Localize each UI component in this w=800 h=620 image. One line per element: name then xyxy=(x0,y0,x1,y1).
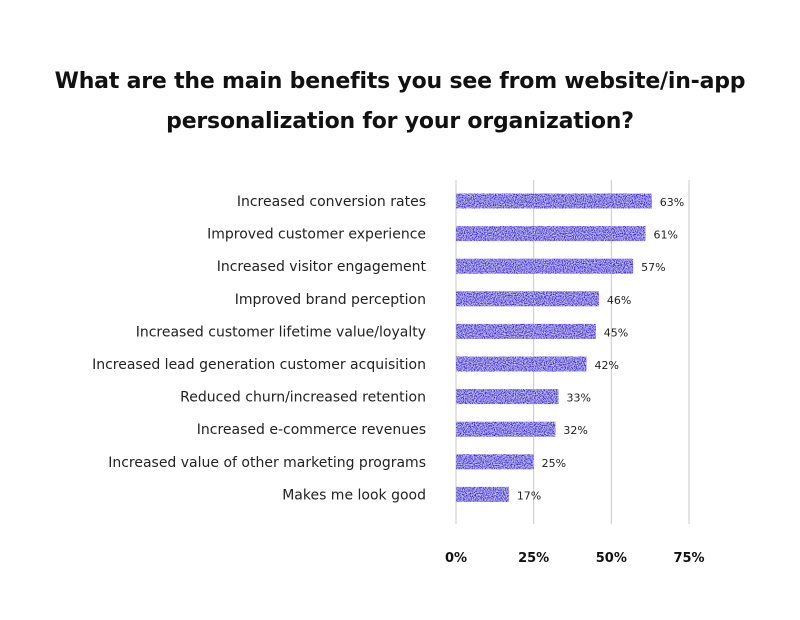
value-label: 57% xyxy=(641,261,665,274)
bar xyxy=(456,193,652,209)
category-label: Improved customer experience xyxy=(207,227,426,243)
x-tick-label: 75% xyxy=(673,551,704,566)
value-labels: 63% 61% 57% 46% 45% 42% 33% 32% 25% 17% xyxy=(517,196,684,502)
bar xyxy=(456,356,587,372)
category-label: Improved brand perception xyxy=(235,292,426,308)
category-label: Increased customer lifetime value/loyalt… xyxy=(136,324,426,340)
value-label: 32% xyxy=(563,424,587,437)
category-label: Reduced churn/increased retention xyxy=(180,390,426,406)
bar xyxy=(456,323,596,339)
bar xyxy=(456,258,634,274)
x-tick-label: 25% xyxy=(518,551,549,566)
x-tick-label: 50% xyxy=(596,551,627,566)
bar xyxy=(456,226,646,242)
chart-title: What are the main benefits you see from … xyxy=(0,62,800,142)
category-labels: Increased conversion rates Improved custo… xyxy=(92,194,426,503)
value-label: 63% xyxy=(660,196,684,209)
category-label: Increased lead generation customer acqui… xyxy=(92,357,426,373)
bar xyxy=(456,291,599,307)
x-axis-ticks: 0% 25% 50% 75% xyxy=(445,551,705,566)
value-label: 45% xyxy=(604,326,628,339)
category-label: Increased value of other marketing progr… xyxy=(108,455,426,471)
x-tick-label: 0% xyxy=(445,551,467,566)
bar xyxy=(456,389,559,405)
value-label: 61% xyxy=(654,229,678,242)
value-label: 17% xyxy=(517,489,541,502)
value-label: 46% xyxy=(607,294,631,307)
value-label: 33% xyxy=(567,392,591,405)
bar xyxy=(456,486,509,502)
value-label: 42% xyxy=(594,359,618,372)
category-label: Increased visitor engagement xyxy=(217,259,427,275)
bar xyxy=(456,454,534,470)
category-label: Increased conversion rates xyxy=(237,194,426,210)
bars xyxy=(456,193,652,502)
value-label: 25% xyxy=(542,457,566,470)
category-label: Makes me look good xyxy=(282,487,426,503)
chart-title-line-2: personalization for your organization? xyxy=(166,109,634,134)
category-label: Increased e-commerce revenues xyxy=(197,422,426,438)
bar xyxy=(456,421,556,437)
chart-title-line-1: What are the main benefits you see from … xyxy=(54,69,746,94)
